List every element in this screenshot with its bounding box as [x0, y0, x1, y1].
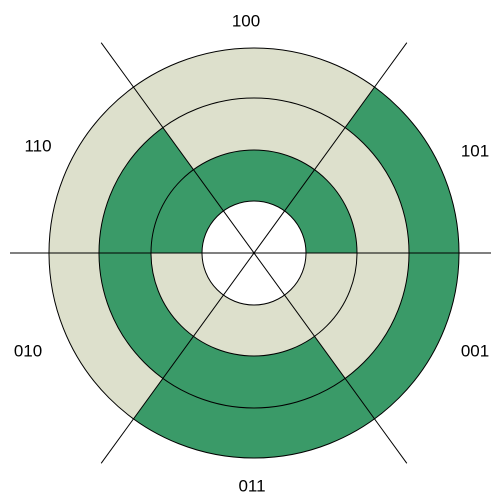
ring-segment — [284, 169, 357, 253]
ring-segment — [133, 48, 375, 128]
sector-label: 101 — [461, 141, 489, 160]
ring-segment — [99, 127, 194, 253]
ring-segment — [314, 127, 410, 253]
ring-segment — [284, 253, 357, 337]
ring-segment — [345, 87, 459, 253]
ring-segment — [162, 97, 346, 170]
sector-label: 010 — [14, 341, 42, 360]
ring-segment — [133, 378, 375, 458]
ring-segment — [49, 87, 163, 253]
ring-segment — [151, 169, 224, 253]
sector-label: 011 — [238, 476, 265, 495]
ring-segment — [99, 253, 194, 379]
ring-segment — [193, 295, 315, 356]
sector-label: 001 — [461, 341, 489, 360]
ring-segment — [345, 253, 459, 419]
divider-line — [100, 42, 408, 464]
ring-segment — [49, 253, 163, 419]
ring-segment — [162, 336, 346, 408]
sector-label: 110 — [24, 136, 51, 155]
ring-segment — [314, 253, 409, 379]
ring-segment — [193, 150, 315, 211]
ring-segment — [151, 253, 224, 337]
sector-label: 100 — [232, 11, 260, 30]
